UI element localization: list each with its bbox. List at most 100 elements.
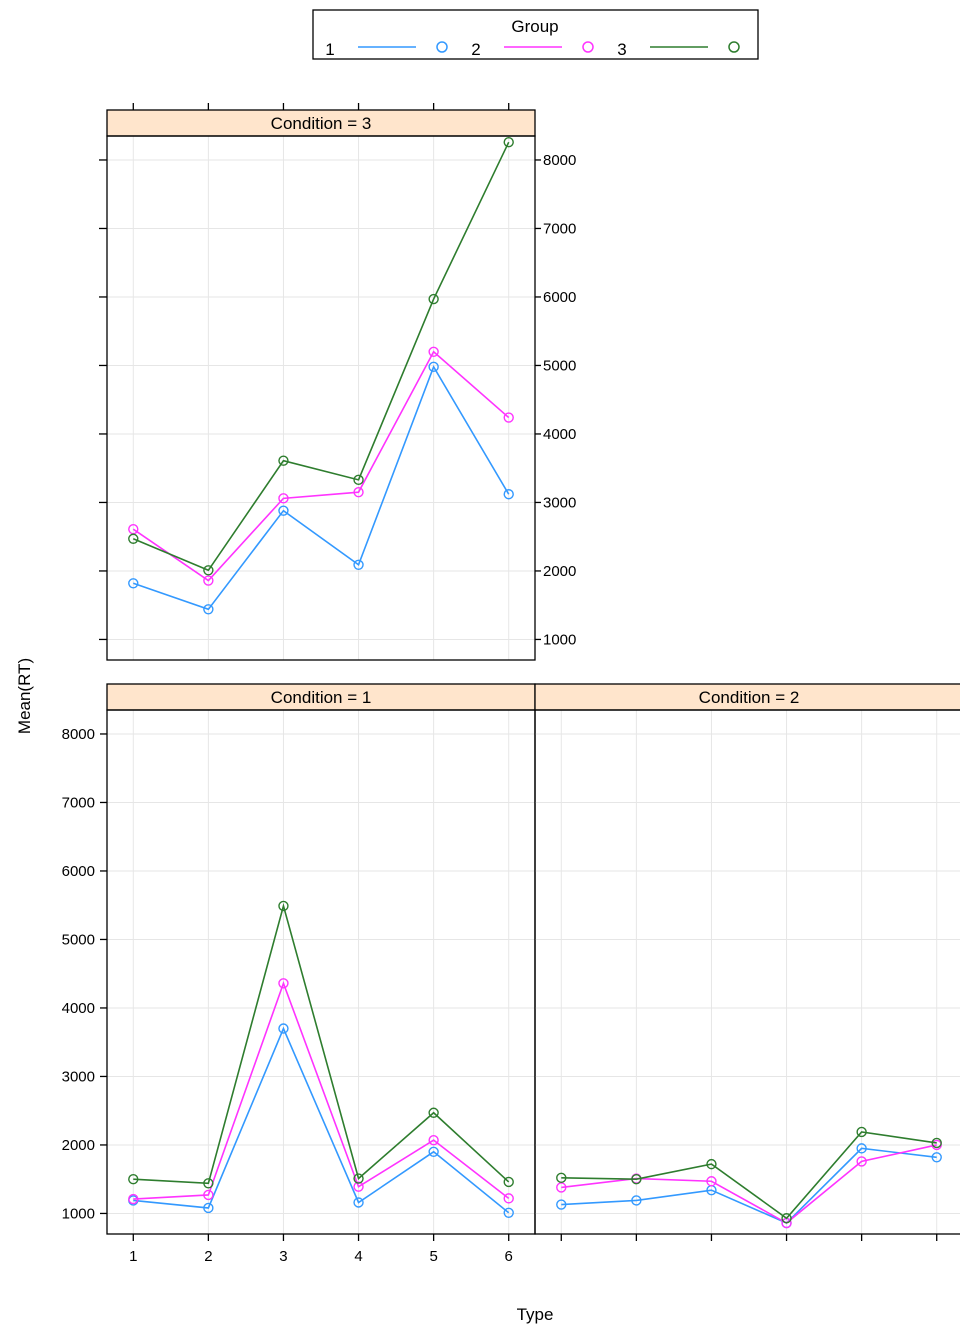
data-point: [203, 575, 214, 586]
y-tick-label: 3000: [62, 1068, 95, 1085]
data-point: [353, 559, 364, 570]
legend-marker-1: [436, 41, 448, 53]
data-point: [503, 1207, 514, 1218]
series-line-2: [133, 980, 510, 1200]
y-tick-label: 7000: [543, 220, 576, 237]
data-point: [931, 1152, 942, 1163]
panel-3: Condition = 2: [534, 683, 960, 1241]
data-point: [706, 1158, 717, 1170]
x-tick-label: 3: [279, 1248, 287, 1265]
data-point: [278, 978, 289, 989]
data-point: [278, 455, 289, 466]
x-axis-title: Type: [517, 1305, 554, 1324]
data-point: [503, 489, 514, 500]
legend-label-1: 1: [325, 40, 334, 59]
data-point: [856, 1156, 867, 1167]
data-point: [428, 361, 439, 373]
data-point: [428, 346, 439, 357]
y-tick-label: 5000: [543, 357, 576, 374]
y-tick-label: 2000: [543, 563, 576, 580]
data-point: [128, 533, 139, 544]
y-axis-title: Mean(RT): [15, 658, 34, 734]
y-tick-label: 4000: [543, 426, 576, 443]
strip-3: [534, 683, 960, 711]
series-line-2: [561, 1144, 937, 1225]
data-point: [353, 1181, 364, 1192]
panel-1: Condition = 3 1000 2000 3000 4000 5000 6000 700…: [99, 103, 576, 661]
data-point: [128, 1193, 139, 1205]
y-tick-label: 1000: [543, 631, 576, 648]
data-point: [353, 1173, 364, 1184]
data-point: [203, 1189, 214, 1201]
x-tick-label: 6: [505, 1248, 513, 1265]
data-point: [503, 1176, 514, 1188]
data-point: [856, 1126, 867, 1138]
data-point: [706, 1176, 717, 1187]
data-point: [128, 1174, 139, 1185]
legend-box: [312, 9, 759, 60]
y-tick-label: 8000: [543, 152, 576, 169]
data-point: [856, 1143, 867, 1154]
data-point: [503, 1193, 514, 1204]
data-point: [353, 1197, 364, 1208]
strip-label: Condition = 3: [271, 114, 372, 133]
data-point: [128, 578, 139, 589]
data-point: [503, 412, 514, 423]
data-point: [556, 1199, 567, 1210]
data-point: [353, 474, 364, 486]
data-point: [931, 1137, 942, 1149]
x-tick-label: 1: [129, 1248, 137, 1265]
data-point: [556, 1172, 567, 1184]
x-tick-label: 2: [204, 1248, 212, 1265]
y-tick-label: 5000: [62, 931, 95, 948]
data-point: [353, 486, 364, 498]
data-point: [428, 1134, 439, 1146]
x-tick-label: 5: [429, 1248, 437, 1265]
legend-marker-3: [728, 41, 740, 53]
legend-label-2: 2: [471, 40, 480, 59]
series-line-1: [133, 1026, 510, 1214]
y-tick-label: 4000: [62, 1000, 95, 1017]
panel-frame: [106, 135, 536, 661]
data-point: [278, 493, 289, 504]
y-tick-label: 8000: [62, 726, 95, 743]
panel-frame: [106, 709, 536, 1235]
data-point: [278, 1023, 289, 1034]
data-point: [278, 505, 289, 516]
panel-frame: [534, 709, 960, 1235]
series-line-3: [132, 141, 510, 572]
data-point: [631, 1195, 642, 1206]
data-point: [278, 900, 289, 912]
panel-2: Condition = 1 1000 2000 3000 4000 5000 6000 700…: [62, 683, 536, 1265]
data-point: [203, 1178, 214, 1189]
strip-label: Condition = 2: [699, 688, 800, 707]
legend-entries: 1 2 3: [325, 40, 740, 59]
series-line-3: [561, 1131, 937, 1220]
data-point: [203, 1202, 214, 1214]
legend: Group 1 2 3: [312, 9, 759, 60]
y-tick-label: 6000: [543, 289, 576, 306]
y-tick-label: 6000: [62, 863, 95, 880]
strip-label: Condition = 1: [271, 688, 372, 707]
data-point: [503, 136, 514, 148]
series-line-3: [133, 902, 510, 1185]
legend-marker-2: [582, 41, 594, 53]
y-tick-label: 2000: [62, 1137, 95, 1154]
data-point: [203, 604, 214, 615]
series-line-1: [133, 364, 510, 611]
data-point: [781, 1213, 792, 1224]
x-tick-label: 4: [354, 1248, 362, 1265]
data-point: [203, 565, 214, 576]
data-point: [428, 1146, 439, 1158]
y-tick-label: 1000: [62, 1205, 95, 1222]
y-tick-label: 7000: [62, 794, 95, 811]
y-tick-label: 3000: [543, 494, 576, 511]
legend-label-3: 3: [617, 40, 626, 59]
series-line-2: [132, 350, 510, 582]
data-point: [428, 293, 439, 305]
data-point: [631, 1174, 642, 1185]
data-point: [428, 1107, 439, 1118]
legend-title: Group: [511, 17, 558, 36]
panels: Condition = 3 1000 2000 3000 4000 5000 6000 700…: [62, 103, 960, 1265]
